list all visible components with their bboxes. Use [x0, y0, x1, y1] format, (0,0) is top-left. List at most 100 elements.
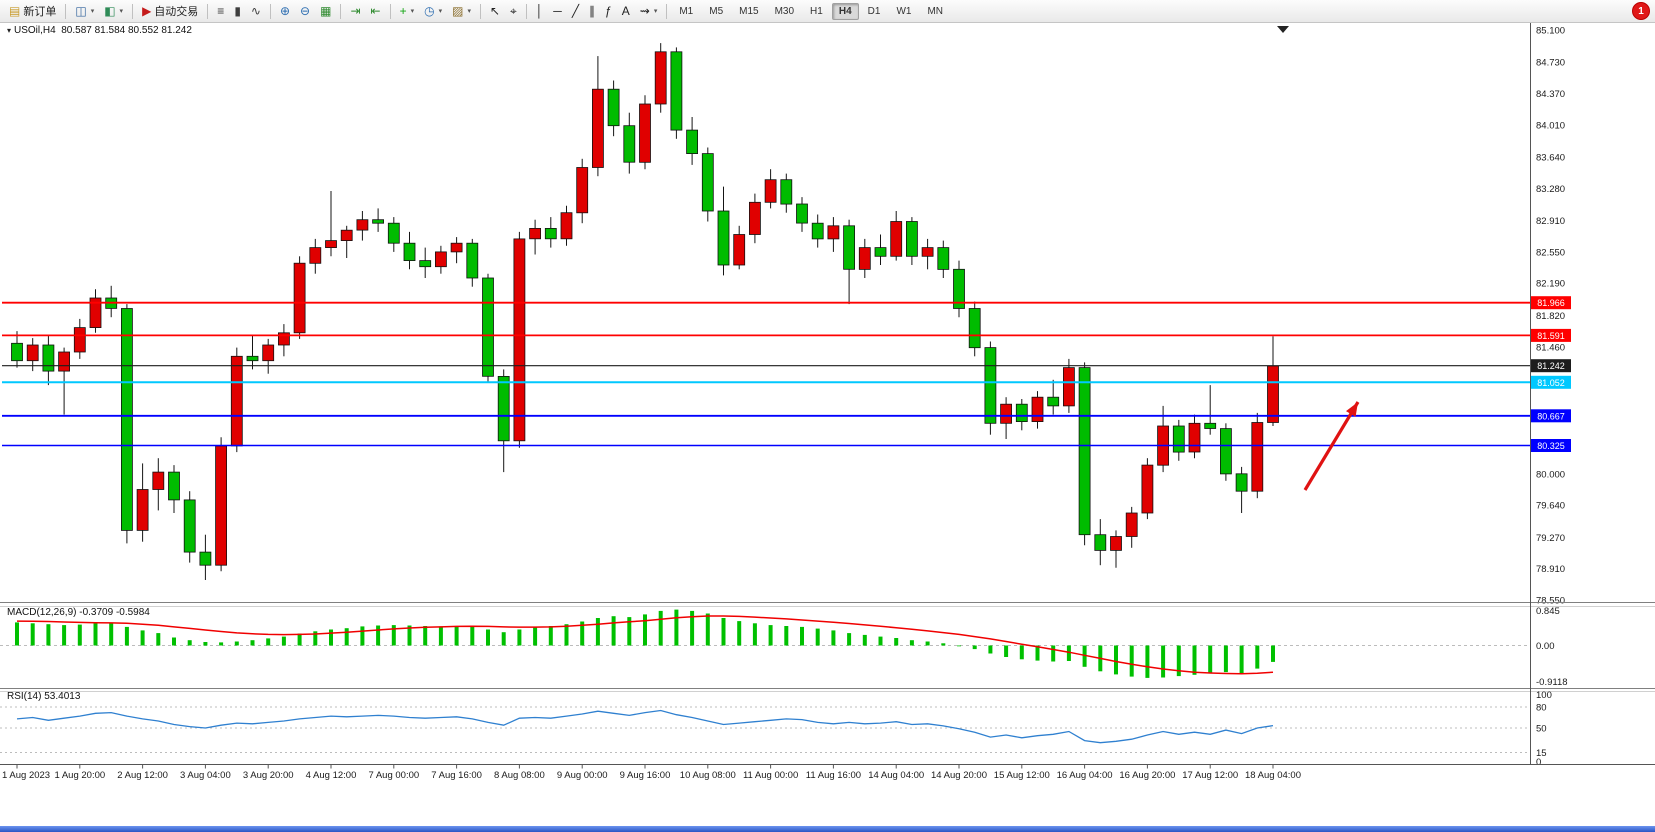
tile-windows-button[interactable]: ▦ — [315, 0, 336, 22]
indicators-icon: + — [399, 4, 407, 18]
svg-text:81.966: 81.966 — [1537, 298, 1565, 308]
templates-button[interactable]: ▨ ▾ — [447, 0, 476, 22]
chart-shift-button[interactable]: ⇤ — [366, 0, 386, 22]
profiles-icon: ◧ — [104, 4, 116, 18]
svg-text:11 Aug 16:00: 11 Aug 16:00 — [806, 770, 861, 781]
svg-text:81.242: 81.242 — [1537, 361, 1565, 371]
chevron-down-icon: ▾ — [653, 8, 658, 15]
timeframe-button-h1[interactable]: H1 — [810, 5, 823, 17]
timeframe-button-mn[interactable]: MN — [927, 5, 943, 17]
indicators-button[interactable]: + ▾ — [395, 0, 420, 22]
window-bottom-border — [0, 826, 1655, 832]
svg-text:1 Aug 2023: 1 Aug 2023 — [2, 770, 50, 781]
vertical-line-icon: │ — [535, 4, 544, 18]
svg-text:3 Aug 20:00: 3 Aug 20:00 — [243, 770, 294, 781]
auto-scroll-button[interactable]: ⇥ — [345, 0, 365, 22]
tile-windows-icon: ▦ — [320, 4, 332, 18]
new-chart-button[interactable]: ◫ ▾ — [70, 0, 99, 22]
trendline-button[interactable]: ╱ — [567, 0, 584, 22]
cursor-button[interactable]: ↖ — [485, 0, 505, 22]
bar-chart-button[interactable]: ≡ — [212, 0, 229, 22]
rsi-indicator-label: RSI(14) 53.4013 — [7, 691, 81, 702]
timeframe-button-m15[interactable]: M15 — [739, 5, 759, 17]
toolbar-separator — [65, 3, 67, 19]
vertical-line-button[interactable]: │ — [531, 0, 549, 22]
chart-shift-icon: ⇤ — [370, 4, 381, 18]
svg-text:0.00: 0.00 — [1536, 641, 1555, 652]
arrows-button[interactable]: ⇝ ▾ — [635, 0, 663, 22]
timeframe-button-w1[interactable]: W1 — [896, 5, 912, 17]
profiles-button[interactable]: ◧ ▾ — [99, 0, 128, 22]
new-order-button-label: 新订单 — [23, 6, 57, 18]
svg-text:0.845: 0.845 — [1536, 606, 1560, 617]
chevron-down-icon: ▾ — [90, 8, 95, 15]
chevron-down-icon: ▾ — [467, 8, 471, 15]
notification-badge[interactable]: 1 — [1632, 2, 1650, 20]
new-order-icon: ▤ — [9, 4, 21, 18]
svg-text:4 Aug 12:00: 4 Aug 12:00 — [306, 770, 357, 781]
svg-text:18 Aug 04:00: 18 Aug 04:00 — [1245, 770, 1301, 781]
svg-text:84.010: 84.010 — [1536, 120, 1565, 131]
crosshair-icon: ⌖ — [510, 4, 517, 18]
zoom-in-button[interactable]: ⊕ — [275, 0, 295, 22]
svg-text:14 Aug 04:00: 14 Aug 04:00 — [868, 770, 924, 781]
timeframe-button-m5[interactable]: M5 — [709, 5, 724, 17]
new-order-button[interactable]: ▤ 新订单 — [4, 0, 61, 22]
trendline-icon: ╱ — [571, 4, 580, 18]
svg-text:15: 15 — [1536, 748, 1547, 759]
toolbar-separator — [269, 3, 271, 19]
svg-text:85.100: 85.100 — [1536, 26, 1565, 37]
svg-text:80.325: 80.325 — [1537, 441, 1565, 451]
new-chart-icon: ◫ — [75, 4, 87, 18]
text-button[interactable]: A — [617, 0, 635, 22]
periods-icon: ◷ — [424, 4, 435, 18]
horizontal-line-button[interactable]: ─ — [548, 0, 567, 22]
svg-text:79.270: 79.270 — [1536, 533, 1565, 544]
svg-text:81.052: 81.052 — [1537, 378, 1565, 388]
timeframe-button-m30[interactable]: M30 — [774, 5, 795, 17]
autotrading-button[interactable]: ▶ 自动交易 — [137, 0, 203, 22]
macd-indicator-label: MACD(12,26,9) -0.3709 -0.5984 — [7, 607, 150, 618]
timeframe-button-d1[interactable]: D1 — [867, 5, 881, 17]
candlestick-chart-icon: ▮ — [234, 4, 241, 18]
autotrading-button-label: 自动交易 — [154, 6, 199, 18]
line-chart-button[interactable]: ∿ — [246, 0, 266, 22]
candlestick-chart-button[interactable]: ▮ — [229, 0, 246, 22]
chart-menu-icon[interactable]: ▾ — [7, 26, 12, 35]
text-icon: A — [621, 4, 630, 18]
timeframe-button-h4[interactable]: H4 — [831, 2, 859, 20]
chevron-down-icon: ▾ — [410, 8, 415, 15]
toolbar-separator — [340, 3, 342, 19]
svg-text:2 Aug 12:00: 2 Aug 12:00 — [117, 770, 168, 781]
svg-text:81.820: 81.820 — [1536, 311, 1565, 322]
svg-text:16 Aug 04:00: 16 Aug 04:00 — [1057, 770, 1113, 781]
horizontal-line-icon: ─ — [553, 4, 562, 18]
periods-button[interactable]: ◷ ▾ — [419, 0, 447, 22]
chevron-down-icon: ▾ — [119, 8, 124, 15]
zoom-out-button[interactable]: ⊖ — [295, 0, 315, 22]
svg-text:17 Aug 12:00: 17 Aug 12:00 — [1182, 770, 1238, 781]
svg-text:8 Aug 08:00: 8 Aug 08:00 — [494, 770, 545, 781]
autotrading-icon: ▶ — [142, 4, 152, 18]
fibonacci-button[interactable]: ƒ — [600, 0, 617, 22]
toolbar-separator — [132, 3, 134, 19]
channel-button[interactable]: ∥ — [584, 0, 600, 22]
chevron-down-icon: ▾ — [438, 8, 443, 15]
svg-text:84.730: 84.730 — [1536, 58, 1565, 69]
cursor-icon: ↖ — [489, 4, 501, 18]
svg-text:80: 80 — [1536, 703, 1547, 714]
svg-text:83.640: 83.640 — [1536, 153, 1565, 164]
svg-text:78.550: 78.550 — [1536, 596, 1565, 607]
svg-text:82.550: 82.550 — [1536, 247, 1565, 258]
svg-text:9 Aug 16:00: 9 Aug 16:00 — [620, 770, 671, 781]
svg-text:7 Aug 00:00: 7 Aug 00:00 — [368, 770, 419, 781]
timeframe-button-m1[interactable]: M1 — [679, 5, 694, 17]
svg-text:80.667: 80.667 — [1537, 411, 1565, 421]
svg-text:0: 0 — [1536, 757, 1541, 768]
toolbar-separator — [525, 3, 527, 19]
svg-text:82.910: 82.910 — [1536, 216, 1565, 227]
candlestick-chart[interactable]: 85.100 84.730 84.370 84.010 83.640 83.280 82.9… — [0, 22, 1655, 810]
line-chart-icon: ∿ — [250, 4, 261, 18]
crosshair-button[interactable]: ⌖ — [505, 0, 522, 22]
